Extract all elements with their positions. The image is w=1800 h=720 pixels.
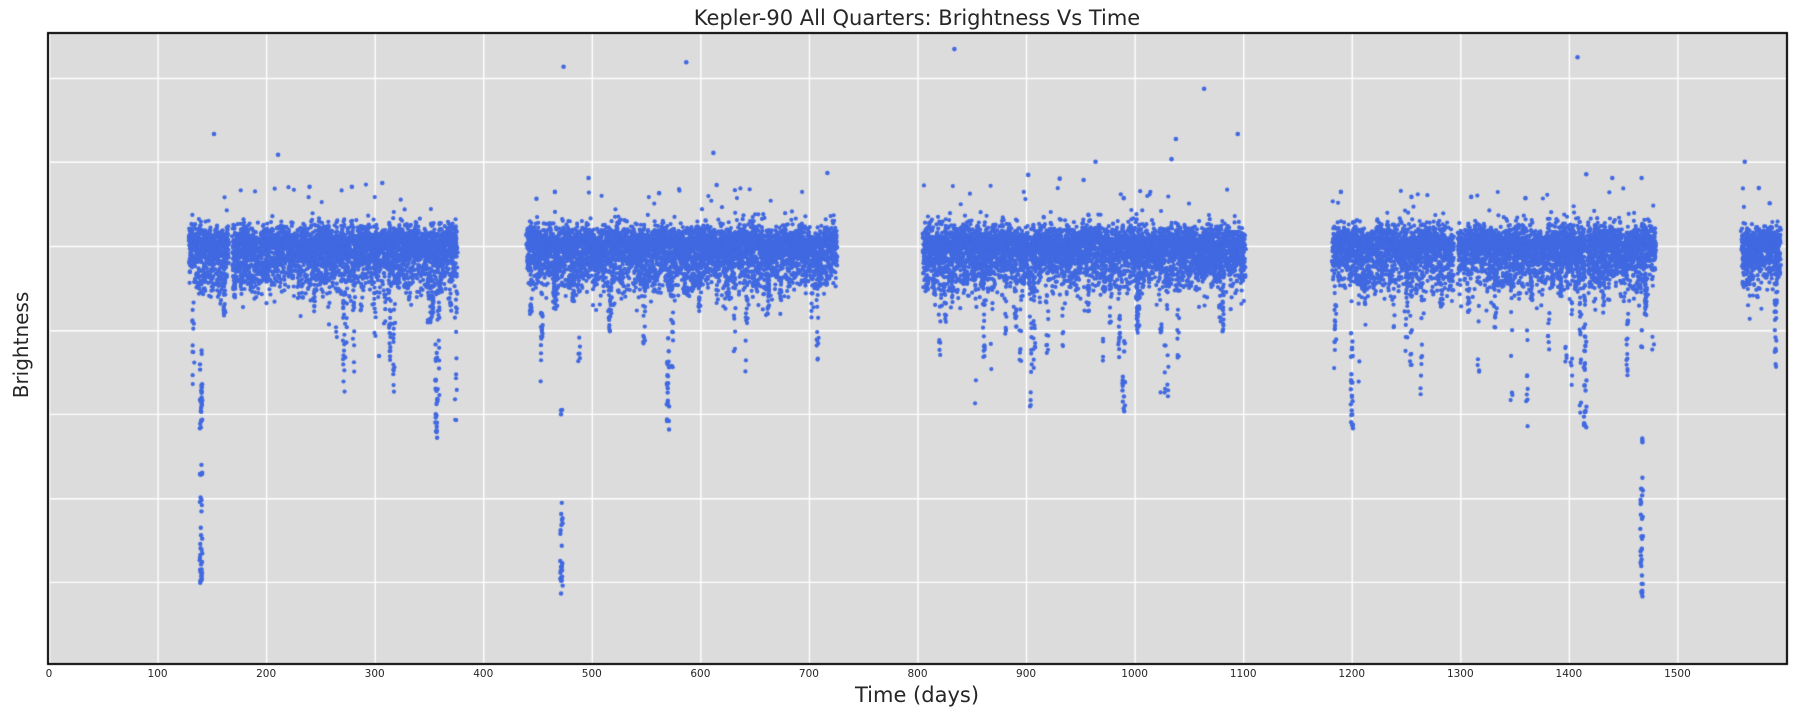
x-tick-label: 1500	[1664, 668, 1691, 680]
x-tick-label: 200	[256, 668, 277, 680]
x-tick-label: 800	[907, 668, 928, 680]
x-tick-label: 1200	[1338, 668, 1366, 680]
x-tick-label: 900	[1016, 668, 1037, 680]
x-tick-label: 1400	[1555, 668, 1583, 680]
x-tick-label: 1000	[1121, 668, 1148, 680]
x-tick-label: 1300	[1446, 668, 1474, 680]
x-tick-label: 400	[473, 668, 494, 680]
x-tick-label: 600	[690, 668, 711, 680]
y-axis-label: Brightness	[9, 291, 33, 399]
x-tick-label: 700	[798, 668, 819, 680]
chart-title: Kepler-90 All Quarters: Brightness Vs Ti…	[693, 6, 1141, 30]
x-tick-label: 1100	[1229, 668, 1257, 680]
x-axis-label: Time (days)	[854, 683, 980, 707]
x-tick-label: 100	[147, 668, 168, 680]
x-tick-label: 300	[364, 668, 385, 680]
x-tick-label: 500	[581, 668, 602, 680]
x-tick-label: 0	[45, 668, 53, 680]
